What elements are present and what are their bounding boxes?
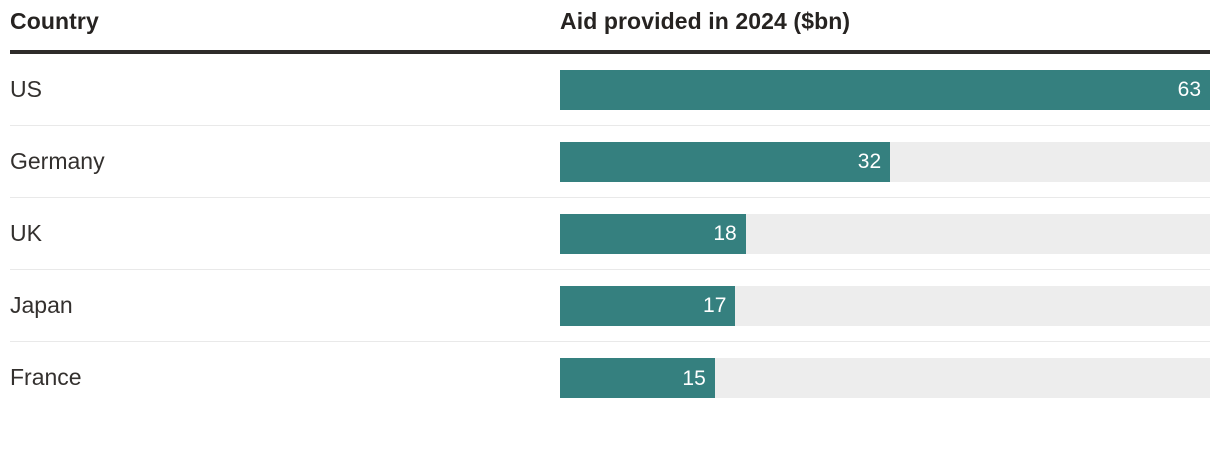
aid-table: Country Aid provided in 2024 ($bn) US 63 G… <box>10 0 1210 414</box>
header-rule <box>10 50 1210 54</box>
country-label: Germany <box>10 147 105 174</box>
value-bar: 63 <box>560 69 1210 110</box>
table-row: US 63 <box>10 54 1210 126</box>
country-label: UK <box>10 219 42 246</box>
bar-value-label: 32 <box>857 150 882 173</box>
table-row: Germany 32 <box>10 126 1210 198</box>
bar-track: 18 <box>560 213 1210 254</box>
bar-value-label: 15 <box>682 366 706 390</box>
country-label: France <box>10 364 82 391</box>
value-bar: 18 <box>560 213 746 254</box>
bar-value-label: 17 <box>703 294 727 317</box>
bar-value-label: 18 <box>713 222 737 245</box>
table-row: UK 18 <box>10 198 1210 270</box>
bar-track: 17 <box>560 285 1210 326</box>
country-label: US <box>10 75 42 102</box>
bar-track: 63 <box>560 69 1210 110</box>
bar-value-label: 63 <box>1177 78 1201 101</box>
table-body: US 63 Germany 32 UK 18 Japan 17 France 15 <box>10 54 1210 414</box>
table-row: France 15 <box>10 342 1210 414</box>
column-header-country: Country <box>10 8 99 35</box>
country-label: Japan <box>10 291 73 318</box>
value-bar: 15 <box>560 358 715 398</box>
bar-track: 32 <box>560 141 1210 182</box>
table-row: Japan 17 <box>10 270 1210 342</box>
bar-track: 15 <box>560 358 1210 398</box>
column-header-aid-cell: Aid provided in 2024 ($bn) <box>560 8 1210 50</box>
value-bar: 17 <box>560 285 736 326</box>
column-header-aid: Aid provided in 2024 ($bn) <box>560 8 851 35</box>
table-header-row: Country Aid provided in 2024 ($bn) <box>10 0 1210 50</box>
column-header-country-cell: Country <box>10 8 560 50</box>
value-bar: 32 <box>560 141 891 182</box>
